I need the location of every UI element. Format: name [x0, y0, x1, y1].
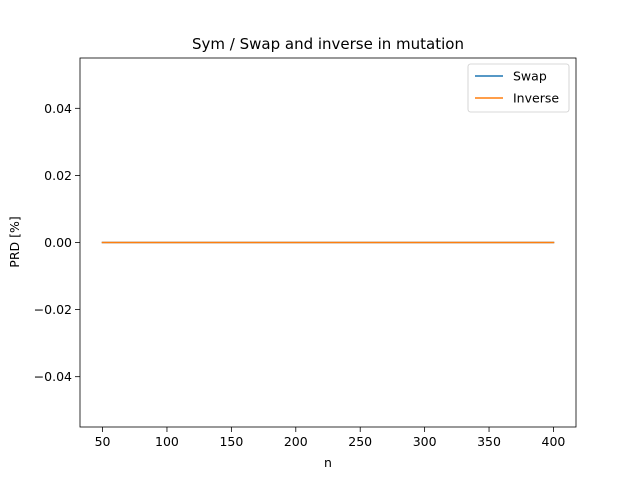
y-axis-label: PRD [%] [7, 216, 22, 267]
x-tick-label: 100 [155, 434, 179, 449]
x-tick-label: 200 [284, 434, 308, 449]
x-tick-label: 400 [542, 434, 566, 449]
x-tick-label: 250 [348, 434, 372, 449]
x-tick-label: 50 [95, 434, 111, 449]
y-tick-label: 0.04 [44, 101, 72, 116]
x-tick-label: 150 [219, 434, 243, 449]
legend-label-inverse: Inverse [513, 91, 559, 106]
x-tick-label: 300 [413, 434, 437, 449]
y-tick-label: −0.02 [34, 302, 72, 317]
chart-title: Sym / Swap and inverse in mutation [192, 35, 464, 53]
x-tick-label: 350 [477, 434, 501, 449]
legend: Swap Inverse [467, 63, 570, 113]
plot-frame [79, 57, 577, 428]
legend-label-swap: Swap [513, 69, 547, 84]
y-tick-label: 0.02 [44, 168, 72, 183]
x-axis-label: n [324, 455, 332, 470]
y-tick-label: −0.04 [34, 369, 72, 384]
plot-area: 50 100 150 200 250 300 350 400 −0.04 −0.02 0.00 0.0… [34, 57, 577, 449]
y-tick-label: 0.00 [44, 235, 72, 250]
